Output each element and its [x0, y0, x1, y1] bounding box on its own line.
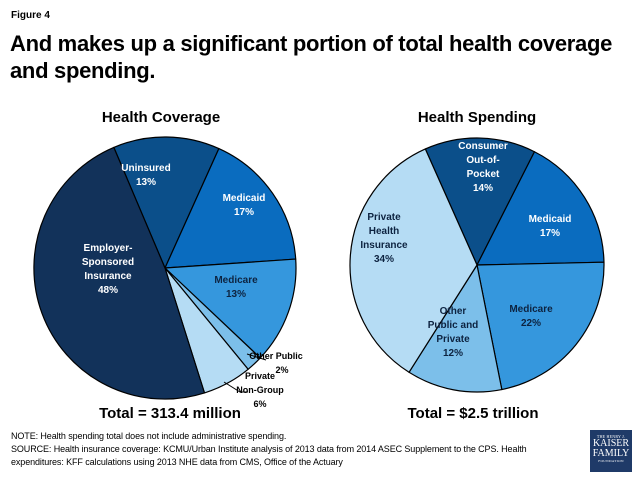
- chart-total-label: Total = $2.5 trillion: [407, 405, 538, 422]
- data-label: Consumer Out-of-Pocket 14%: [458, 141, 508, 194]
- data-label: Employer-Sponsored Insurance 48%: [82, 243, 134, 296]
- logo-line: FAMILY: [592, 448, 630, 459]
- page-title: And makes up a significant portion of to…: [10, 31, 613, 83]
- chart-title: Health Spending: [418, 109, 536, 126]
- pie-slice-medicare: [476, 261, 605, 391]
- pie-slice-medicaid: [164, 147, 297, 269]
- leader-line: [246, 353, 267, 361]
- pie-slice-other-public-and-private: [408, 264, 503, 393]
- data-label: Medicare 22%: [509, 304, 553, 329]
- health-coverage-pie: Health Coverage Uninsured 13% Medicaid 17% M…: [33, 109, 303, 422]
- source-text: SOURCE: Health insurance coverage: KCMU/…: [11, 444, 527, 467]
- data-label: Other Public and Private 12%: [428, 306, 479, 359]
- footnote: NOTE: Health spending total does not inc…: [11, 430, 571, 469]
- pie-slice-private-health-insurance: [349, 148, 478, 373]
- data-label: Medicaid 17%: [223, 193, 266, 218]
- note-text: NOTE: Health spending total does not inc…: [11, 431, 287, 441]
- pie-slice-medicare: [164, 258, 297, 359]
- pie-slice-employer-sponsored-insurance: [33, 146, 206, 400]
- data-label: Medicare 13%: [214, 275, 258, 300]
- data-label: Private Non-Group 6%: [236, 371, 284, 409]
- logo-line: KAISER: [592, 438, 630, 449]
- health-spending-pie: Health Spending Consumer Out-of-Pocket 14%…: [349, 109, 605, 422]
- data-label: Other Public 2%: [249, 351, 303, 375]
- logo-line: THE HENRY J.: [596, 434, 626, 439]
- pie-slice-uninsured: [113, 136, 220, 269]
- kaiser-family-foundation-logo: THE HENRY J. KAISER FAMILY FOUNDATION: [590, 430, 632, 472]
- pie-slice-consumer-out-of-pocket: [424, 137, 536, 266]
- chart-total-label: Total = 313.4 million: [99, 405, 241, 422]
- logo-line: FOUNDATION: [598, 459, 624, 463]
- leader-line: [223, 381, 248, 393]
- data-label: Uninsured 13%: [121, 163, 170, 188]
- chart-title: Health Coverage: [102, 109, 220, 126]
- figure-label: Figure 4: [11, 10, 50, 21]
- data-label: Private Health Insurance 34%: [360, 212, 408, 265]
- data-label: Medicaid 17%: [529, 214, 572, 239]
- pie-slice-medicaid: [476, 151, 605, 266]
